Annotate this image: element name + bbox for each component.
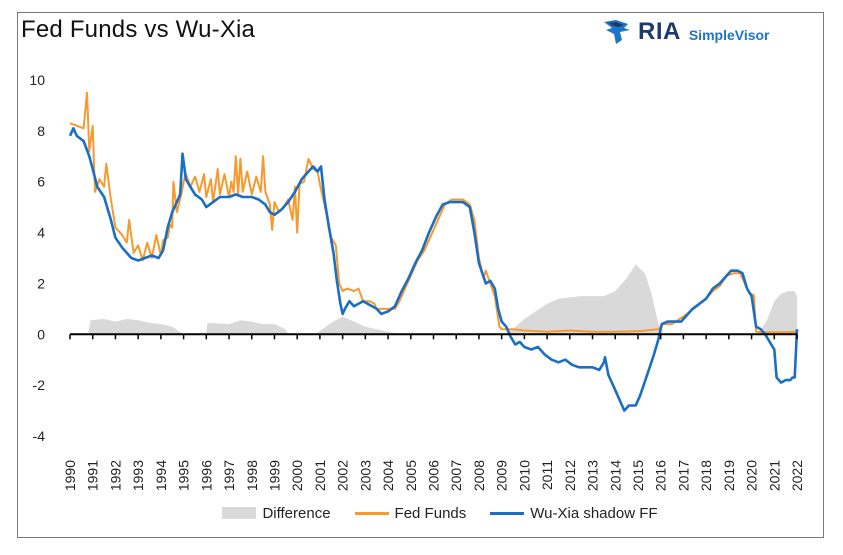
x-tick-label: 1992 <box>107 460 123 491</box>
legend: Difference Fed Funds Wu-Xia shadow FF <box>200 502 680 524</box>
x-tick-label: 2016 <box>653 460 669 491</box>
x-tick-label: 2009 <box>494 460 510 491</box>
legend-swatch-wu-xia <box>490 511 525 515</box>
x-tick-label: 1995 <box>176 460 192 491</box>
eagle-icon <box>604 20 630 44</box>
x-tick-label: 1991 <box>85 460 101 491</box>
x-tick-label: 1996 <box>198 460 214 491</box>
x-tick-label: 2011 <box>539 460 555 490</box>
x-tick-label: 2006 <box>426 460 442 491</box>
chart-frame <box>17 12 824 538</box>
x-axis: 1990 1991 1992 1993 1994 1995 1996 1997 1998 1999… <box>62 333 805 491</box>
x-tick-label: 1998 <box>244 460 260 491</box>
legend-label-difference: Difference <box>262 504 331 522</box>
y-tick-label: 0 <box>37 326 45 342</box>
x-tick-label: 1993 <box>130 460 146 491</box>
x-tick-label: 2010 <box>516 460 532 491</box>
x-tick-label: 2005 <box>403 460 419 491</box>
x-tick-label: 1999 <box>266 460 282 491</box>
series-line-wu-xia-shadow-ff <box>68 127 799 412</box>
x-tick-label: 1997 <box>221 460 237 491</box>
legend-label-wu-xia: Wu-Xia shadow FF <box>530 504 658 522</box>
x-tick-label: 2021 <box>766 460 782 491</box>
series-area-difference <box>88 264 797 335</box>
x-tick-label: 2014 <box>607 460 623 491</box>
chart-title: Fed Funds vs Wu-Xia <box>21 16 256 43</box>
logo-brand: RIA <box>638 18 681 45</box>
y-tick-label: 4 <box>37 225 45 241</box>
y-tick-label: -4 <box>33 428 46 444</box>
x-tick-label: 2018 <box>698 460 714 491</box>
line-chart: -4 -2 0 2 4 6 8 10 1990 1991 1992 1993 1994 1995 1996… <box>29 72 805 491</box>
x-tick-label: 2002 <box>335 460 351 491</box>
x-tick-label: 2015 <box>630 460 646 491</box>
x-tick-label: 1994 <box>153 460 169 491</box>
x-tick-label: 2007 <box>448 460 464 491</box>
x-tick-label: 2001 <box>312 460 328 491</box>
series-line-fed-funds <box>69 91 798 334</box>
x-tick-label: 1990 <box>62 460 78 491</box>
x-tick-label: 2020 <box>744 460 760 491</box>
legend-item-difference: Difference <box>222 504 331 522</box>
y-tick-label: 10 <box>29 72 45 88</box>
y-tick-label: 6 <box>37 174 45 190</box>
ria-logo: RIA SimpleVisor <box>602 12 770 52</box>
x-tick-label: 2000 <box>289 460 305 491</box>
x-tick-label: 2012 <box>562 460 578 491</box>
x-tick-label: 2013 <box>585 460 601 491</box>
legend-swatch-fed-funds <box>354 511 389 515</box>
x-tick-label: 2022 <box>789 460 805 491</box>
y-tick-label: 8 <box>37 123 45 139</box>
legend-item-fed-funds: Fed Funds <box>354 504 467 522</box>
y-tick-label: -2 <box>33 377 46 393</box>
y-axis: -4 -2 0 2 4 6 8 10 <box>29 72 45 444</box>
legend-label-fed-funds: Fed Funds <box>394 504 467 522</box>
legend-item-wu-xia: Wu-Xia shadow FF <box>490 504 658 522</box>
x-tick-label: 2008 <box>471 460 487 491</box>
x-tick-label: 2017 <box>675 460 691 491</box>
x-tick-label: 2003 <box>357 460 373 491</box>
x-tick-label: 2004 <box>380 460 396 491</box>
plot-area <box>88 264 797 335</box>
series-lines <box>68 91 799 412</box>
legend-swatch-difference <box>222 507 257 519</box>
y-tick-label: 2 <box>37 275 45 291</box>
logo-product: SimpleVisor <box>688 26 770 43</box>
x-tick-label: 2019 <box>721 460 737 491</box>
